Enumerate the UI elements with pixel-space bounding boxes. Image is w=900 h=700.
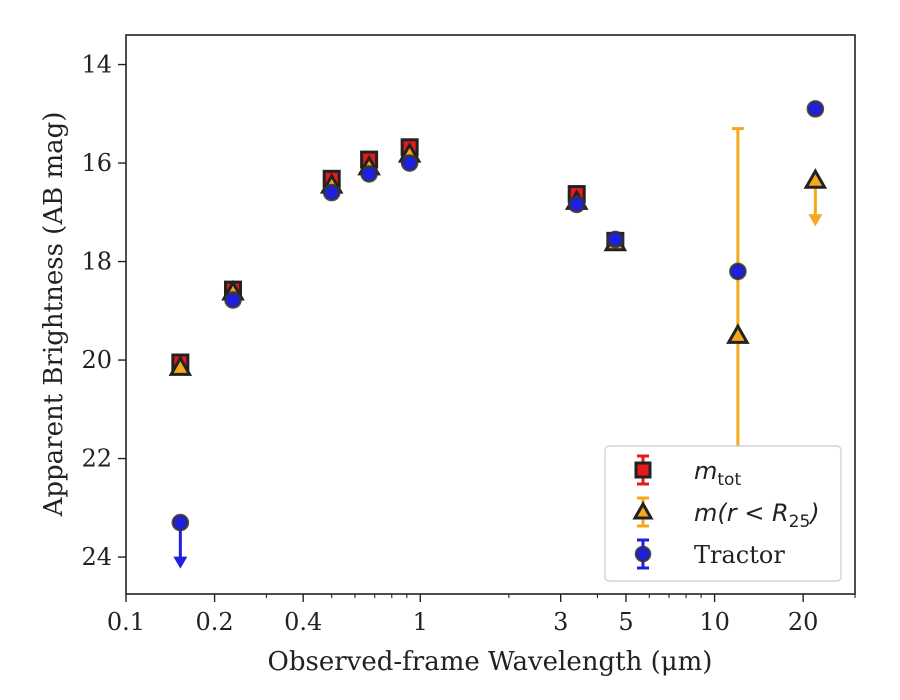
legend-marker: [632, 500, 654, 520]
x-tick-label: 1: [413, 608, 428, 636]
x-tick-label: 0.2: [196, 608, 234, 636]
legend-marker: [634, 545, 652, 563]
x-tick-label: 20: [788, 608, 819, 636]
legend-label: mtot: [694, 457, 741, 490]
legend-label: m(r < R25): [694, 499, 820, 532]
data-marks: [168, 100, 828, 569]
legend: mtot m(r < R25) Tractor: [604, 445, 842, 582]
y-tick-label: 16: [81, 149, 112, 177]
legend-handle-circle: [634, 538, 652, 570]
x-tick-label: 3: [553, 608, 568, 636]
series-circle: [171, 100, 825, 569]
legend-label: Tractor: [694, 541, 785, 569]
data-point-circle: [400, 154, 419, 172]
y-tick-label: 24: [81, 543, 112, 571]
upper-limit-arrow-head: [173, 556, 188, 569]
legend-marker: [634, 461, 652, 479]
y-tick-label: 22: [81, 445, 112, 473]
legend-handle-square: [634, 454, 652, 486]
data-point-circle: [171, 513, 190, 532]
x-axis-label: Observed-frame Wavelength (μm): [268, 647, 713, 677]
x-tick-label: 0.4: [284, 608, 322, 636]
y-tick-label: 20: [81, 346, 112, 374]
plot-frame: [125, 34, 856, 595]
data-point-triangle: [803, 168, 828, 189]
data-point-circle: [729, 262, 747, 281]
data-point-triangle: [726, 323, 750, 344]
data-point-circle: [360, 165, 378, 183]
x-tick-label: 5: [618, 608, 633, 636]
data-point-triangle: [168, 355, 193, 376]
axis-ticks: 0.1 0.2 0.4 1 3 5 10 20 14 16 18 20 22 24: [81, 51, 856, 636]
data-point-circle: [567, 195, 586, 214]
data-point-circle: [806, 100, 825, 118]
x-tick-label: 10: [699, 608, 730, 636]
data-point-circle: [224, 291, 242, 309]
data-point-circle: [606, 230, 625, 249]
legend-handle-triangle: [632, 496, 654, 528]
data-point-circle: [322, 183, 341, 202]
y-axis-label: Apparent Brightness (AB mag): [39, 112, 69, 518]
y-tick-label: 14: [81, 51, 112, 79]
x-tick-label: 0.1: [107, 608, 145, 636]
upper-limit-arrow-head: [808, 214, 823, 227]
legend-box: [604, 445, 842, 582]
y-tick-label: 18: [81, 248, 112, 276]
